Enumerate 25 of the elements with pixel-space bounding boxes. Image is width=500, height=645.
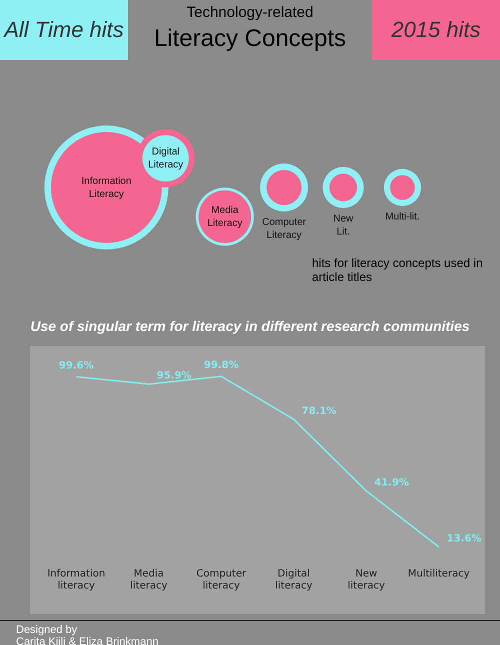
x-tick-label: New Lit. [333, 213, 354, 238]
text: Designed by Carita Kiili & Eliza Brinkmann [16, 624, 158, 645]
data-label: 41.9% [374, 478, 409, 489]
x-tick-label: Computer Literacy [262, 216, 307, 241]
x-tick-label: Information Literacy [81, 176, 132, 200]
x-tick-label: Digital literacy [275, 568, 312, 592]
data-label: 13.6% [446, 533, 482, 544]
text: All Time hits [0, 0, 128, 60]
x-tick-label: Media literacy [130, 568, 168, 592]
data-label: 99.8% [204, 360, 239, 371]
x-tick-label: Information literacy [47, 568, 106, 592]
x-tick-label: Multiliteracy [408, 568, 470, 580]
x-tick-label: Media Literacy [207, 204, 242, 229]
text: hits for literacy concepts used in article titles [312, 256, 484, 284]
text: 2015 hits [372, 0, 500, 60]
x-tick-label: New literacy [348, 568, 385, 592]
chart-title: Literacy Concepts [152, 25, 348, 53]
x-tick-label: Multi-lit. [385, 211, 420, 222]
data-label: 78.1% [302, 406, 336, 417]
x-tick-label: Digital Literacy [148, 146, 184, 171]
chart-title: Use of singular term for literacy in different research communities [29, 318, 471, 334]
data-label: 95.9% [156, 370, 192, 382]
chart-subtitle: Technology-related [186, 4, 314, 21]
x-tick-label: Computer literacy [196, 568, 247, 592]
data-label: 99.6% [58, 360, 94, 372]
